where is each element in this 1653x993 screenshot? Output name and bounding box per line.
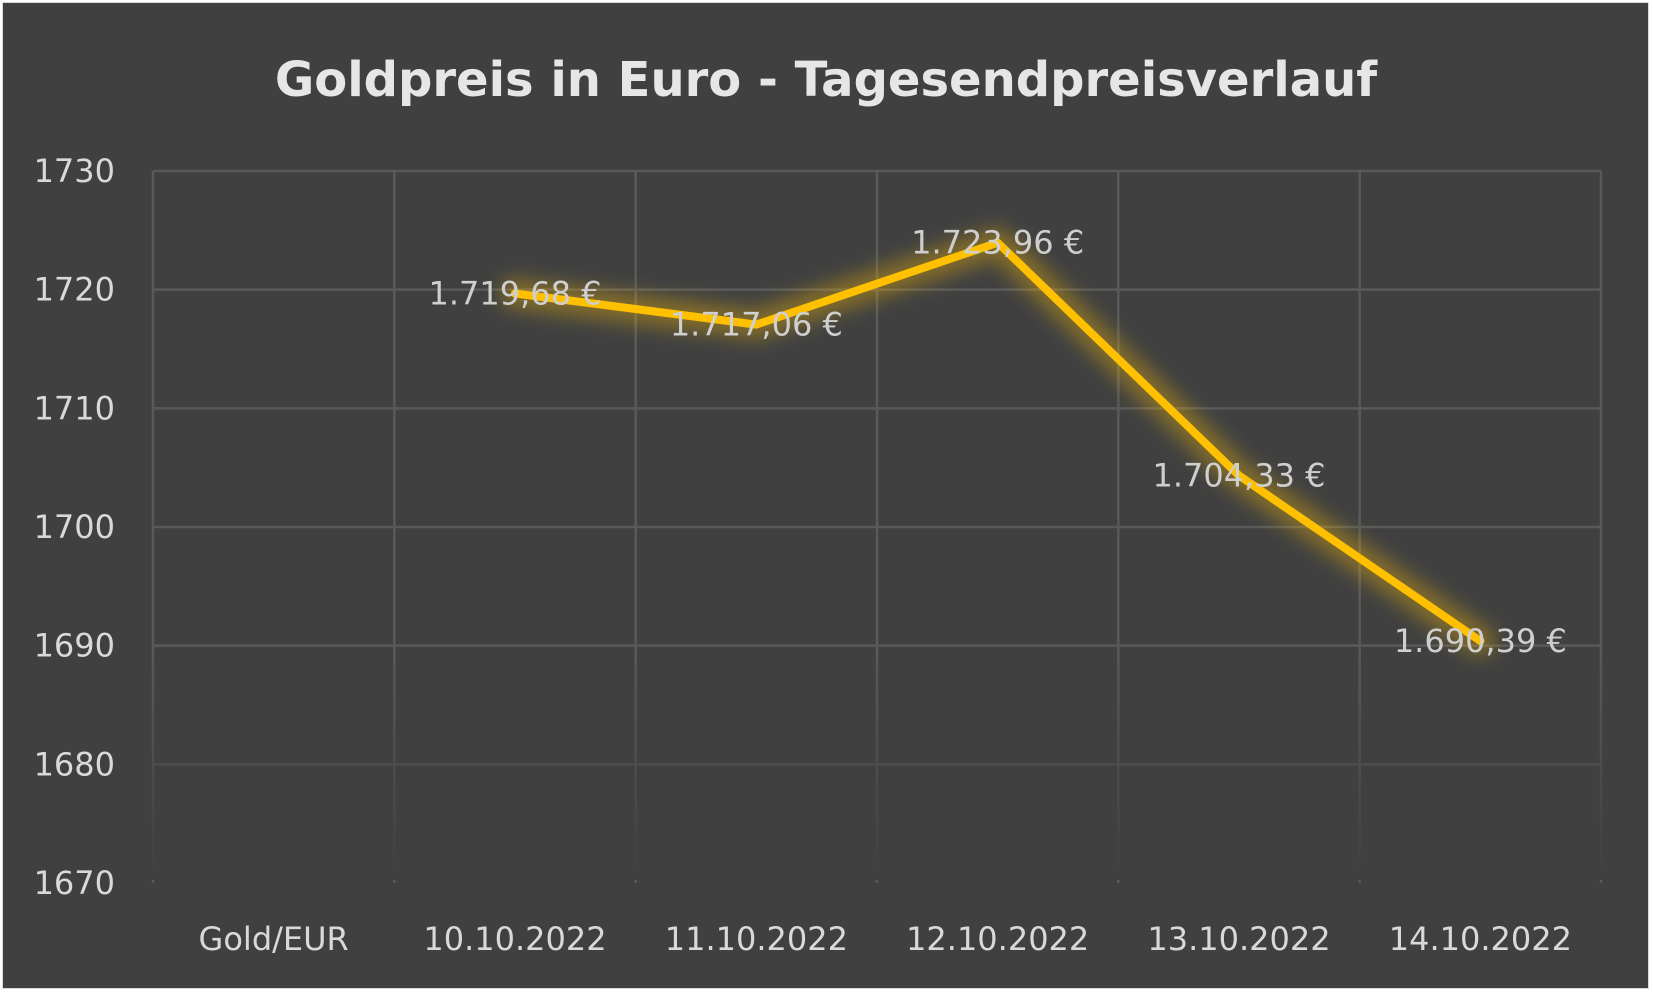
series-gold-eur (500, 227, 1496, 656)
data-point (1476, 637, 1485, 646)
x-tick-label: 12.10.2022 (906, 920, 1089, 958)
y-tick-label: 1720 (34, 271, 115, 309)
x-tick-label: Gold/EUR (199, 920, 349, 958)
data-label: 1.690,39 € (1394, 622, 1567, 660)
x-tick-label: 10.10.2022 (423, 920, 606, 958)
y-tick-label: 1710 (34, 389, 115, 427)
data-point (752, 320, 761, 329)
data-labels: 1.719,68 € 1.717,06 € 1.723,96 € 1.704,33 €… (428, 224, 1566, 660)
data-label: 1.723,96 € (911, 224, 1084, 262)
x-tick-label: 11.10.2022 (665, 920, 848, 958)
x-tick-label: 13.10.2022 (1147, 920, 1330, 958)
y-tick-label: 1690 (34, 627, 115, 665)
data-point (1235, 471, 1243, 480)
y-tick-label: 1670 (34, 864, 115, 902)
data-label: 1.719,68 € (428, 274, 601, 312)
y-tick-label: 1730 (34, 152, 115, 190)
y-tick-label: 1700 (34, 508, 115, 546)
x-axis-ticks: Gold/EUR 10.10.2022 11.10.2022 12.10.2022 13… (199, 920, 1572, 958)
x-tick-label: 14.10.2022 (1389, 920, 1572, 958)
chart-title: Goldpreis in Euro - Tagesendpreisverlauf (275, 52, 1378, 108)
y-tick-label: 1680 (34, 745, 115, 783)
data-point (511, 289, 519, 298)
data-label: 1.717,06 € (670, 306, 843, 344)
data-label: 1.704,33 € (1152, 457, 1325, 495)
y-axis-ticks: 1730 1720 1710 1700 1690 1680 1670 (34, 152, 115, 902)
series-glow (500, 227, 1496, 656)
grid-fade (150, 650, 1605, 880)
data-point (993, 238, 1002, 247)
